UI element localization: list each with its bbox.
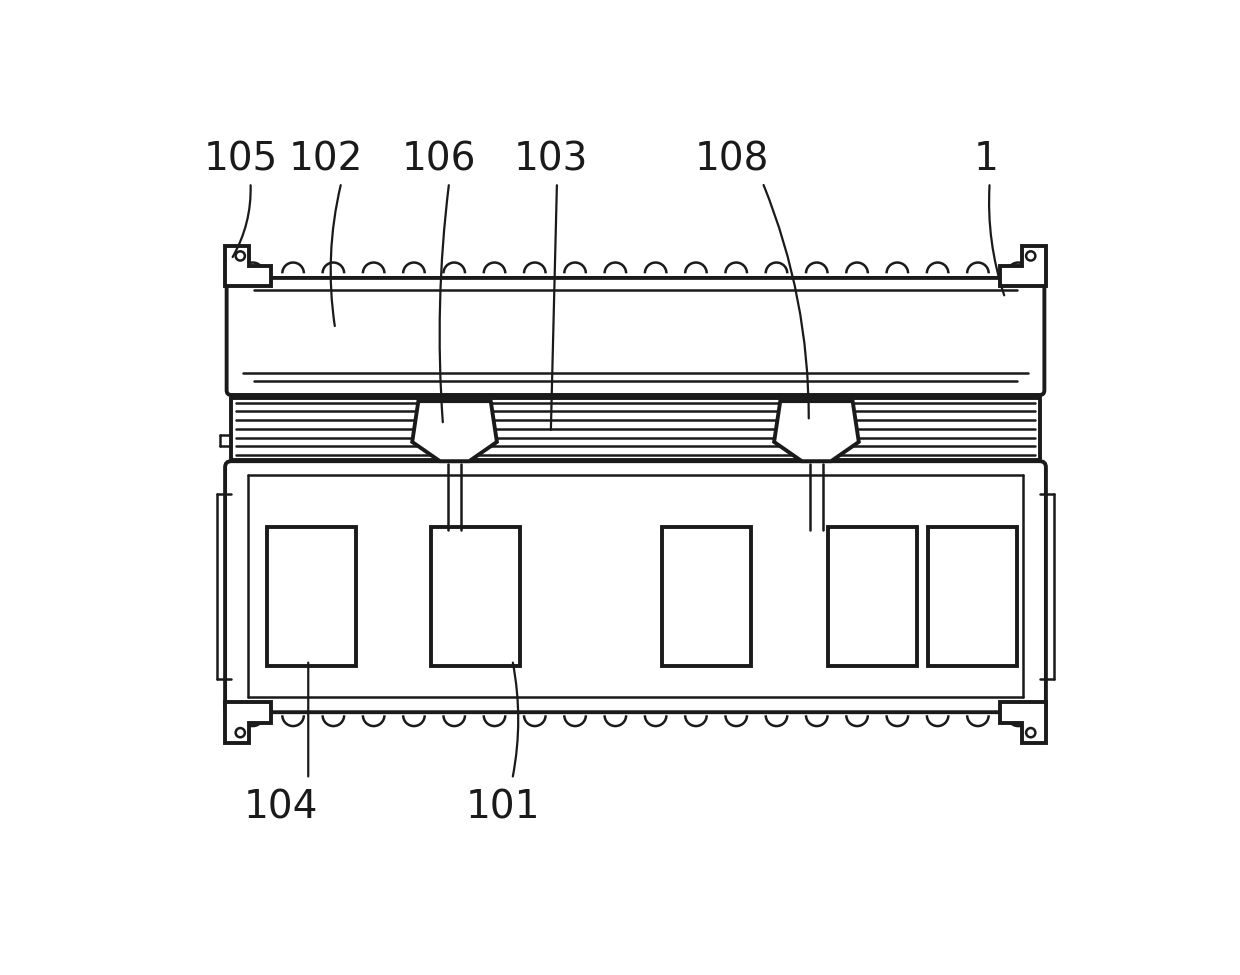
Bar xyxy=(662,527,751,666)
Polygon shape xyxy=(412,401,497,461)
Bar xyxy=(804,459,828,536)
Polygon shape xyxy=(999,246,1045,287)
Text: 1: 1 xyxy=(973,140,998,178)
Bar xyxy=(436,526,472,536)
Text: 103: 103 xyxy=(513,140,588,178)
Text: 108: 108 xyxy=(694,140,769,178)
Circle shape xyxy=(1027,728,1035,737)
Bar xyxy=(799,526,835,536)
Text: 104: 104 xyxy=(244,789,319,827)
Circle shape xyxy=(1027,252,1035,260)
Polygon shape xyxy=(226,702,272,743)
Circle shape xyxy=(236,252,244,260)
Polygon shape xyxy=(999,702,1045,743)
Text: 101: 101 xyxy=(466,789,541,827)
Polygon shape xyxy=(226,246,272,287)
Bar xyxy=(828,527,916,666)
Text: 106: 106 xyxy=(402,140,476,178)
Bar xyxy=(268,527,356,666)
Bar xyxy=(443,459,467,536)
Text: 102: 102 xyxy=(289,140,363,178)
Polygon shape xyxy=(774,401,859,461)
Bar xyxy=(432,527,520,666)
FancyBboxPatch shape xyxy=(227,278,1044,395)
Text: 105: 105 xyxy=(205,140,279,178)
FancyBboxPatch shape xyxy=(226,461,1045,712)
Bar xyxy=(231,398,1040,459)
Bar xyxy=(928,527,1017,666)
Circle shape xyxy=(236,728,244,737)
